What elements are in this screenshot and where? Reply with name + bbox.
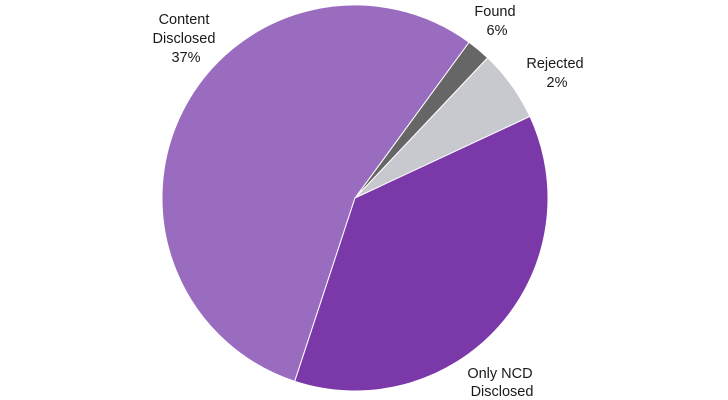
slice-label-found: Found 6% [474, 4, 519, 39]
slice-label-found-line-2: 6% [487, 23, 508, 39]
slice-label-content-disclosed-line-1: Content [159, 12, 210, 28]
pie-slices [162, 5, 548, 391]
slice-label-found-line-1: Found [474, 4, 515, 20]
slice-label-rejected: Rejected 2% [526, 56, 587, 91]
slice-label-only-ncd-disclosed-line-1: Only NCD [467, 366, 532, 382]
slice-label-rejected-line-1: Rejected [526, 56, 583, 72]
slice-label-content-disclosed-line-2: Disclosed [153, 31, 216, 47]
slice-label-content-disclosed-line-3: 37% [171, 50, 200, 66]
slice-label-rejected-line-2: 2% [547, 75, 568, 91]
slice-label-only-ncd-disclosed: Only NCD Disclosed [467, 366, 536, 400]
slice-label-content-disclosed: Content Disclosed 37% [153, 12, 220, 66]
slice-label-only-ncd-disclosed-line-2: Disclosed [471, 384, 534, 400]
